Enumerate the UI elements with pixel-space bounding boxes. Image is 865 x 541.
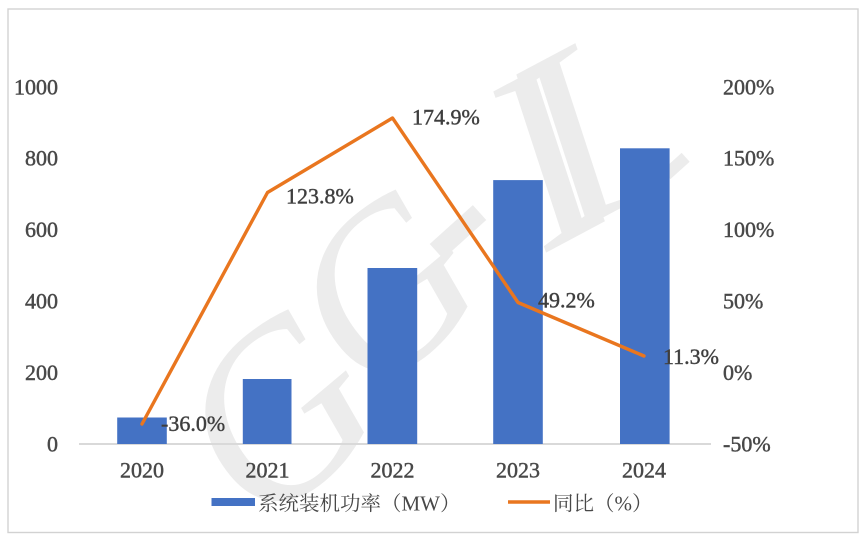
- svg-text:100%: 100%: [723, 217, 774, 242]
- svg-text:%: %: [615, 492, 633, 516]
- svg-text:50%: 50%: [723, 289, 763, 314]
- svg-text:0%: 0%: [723, 360, 752, 385]
- svg-text:2024: 2024: [622, 458, 666, 483]
- svg-text:-36.0%: -36.0%: [161, 411, 225, 436]
- svg-text:2020: 2020: [120, 458, 164, 483]
- svg-text:800: 800: [25, 146, 58, 171]
- svg-text:-50%: -50%: [723, 431, 771, 456]
- svg-text:174.9%: 174.9%: [412, 105, 480, 130]
- svg-text:2023: 2023: [496, 458, 540, 483]
- svg-text:MW: MW: [402, 492, 441, 516]
- svg-text:400: 400: [25, 289, 58, 314]
- svg-text:123.8%: 123.8%: [286, 184, 354, 209]
- svg-text:2021: 2021: [246, 458, 290, 483]
- svg-text:0: 0: [47, 431, 58, 456]
- svg-text:600: 600: [25, 217, 58, 242]
- svg-text:49.2%: 49.2%: [538, 288, 595, 313]
- svg-text:11.3%: 11.3%: [663, 344, 719, 369]
- svg-text:150%: 150%: [723, 146, 774, 171]
- svg-text:2022: 2022: [371, 458, 415, 483]
- svg-text:1000: 1000: [14, 74, 58, 99]
- svg-text:200: 200: [25, 360, 58, 385]
- svg-text:200%: 200%: [723, 74, 774, 99]
